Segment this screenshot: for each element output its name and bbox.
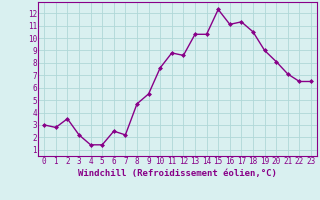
X-axis label: Windchill (Refroidissement éolien,°C): Windchill (Refroidissement éolien,°C) [78,169,277,178]
